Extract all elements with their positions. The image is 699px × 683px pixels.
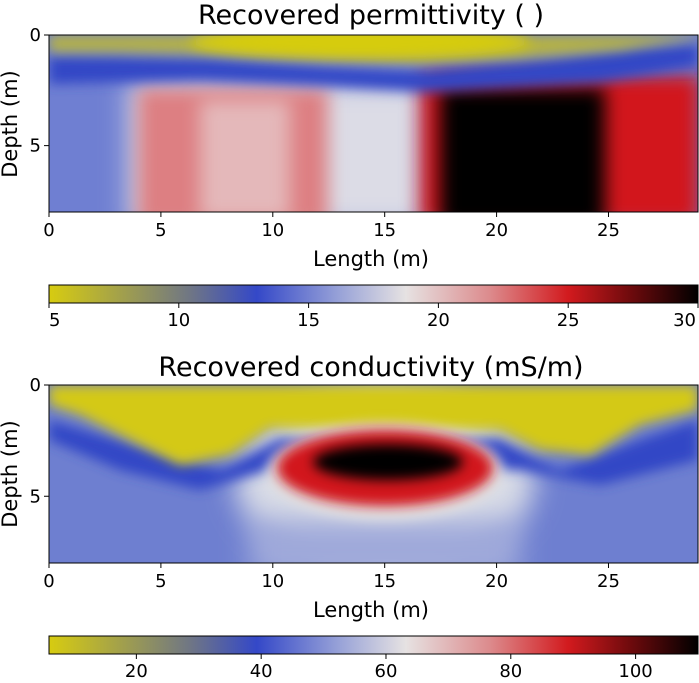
x-tick-label: 25	[597, 220, 620, 241]
y-axis-label: Depth (m)	[0, 420, 22, 527]
colorbar-tick-label: 60	[375, 661, 398, 682]
y-ticks: 05	[30, 25, 49, 157]
colorbar-tick-label: 20	[125, 661, 148, 682]
colorbar-tick-label: 15	[297, 310, 320, 331]
colorbar-tick-label: 30	[673, 310, 696, 331]
x-tick-label: 10	[261, 571, 284, 592]
plot-title: Recovered conductivity (mS/m)	[158, 352, 583, 383]
x-tick-label: 25	[597, 571, 620, 592]
y-tick-label: 0	[30, 25, 41, 46]
colorbar-tick-label: 20	[427, 310, 450, 331]
x-tick-label: 20	[485, 571, 508, 592]
colorbar-ticks: 5 10 15 20 25 30	[48, 303, 699, 331]
x-tick-label: 20	[485, 220, 508, 241]
colorbar-tick-label: 10	[167, 310, 190, 331]
colorbar-tick-label: 5	[49, 310, 60, 331]
y-tick-label: 5	[30, 486, 41, 507]
x-tick-label: 0	[43, 220, 54, 241]
heatmap-field	[49, 35, 698, 212]
x-tick-label: 15	[373, 571, 396, 592]
y-axis-label: Depth (m)	[0, 70, 22, 177]
x-tick-label: 10	[261, 220, 284, 241]
plot-frame	[48, 34, 699, 213]
y-tick-label: 0	[30, 375, 41, 396]
colorbar-tick-label: 80	[499, 661, 522, 682]
colorbar-tick-label: 40	[250, 661, 273, 682]
x-axis-label: Length (m)	[313, 247, 429, 271]
colorbar	[48, 635, 699, 655]
colorbar	[48, 284, 699, 304]
x-tick-label: 5	[155, 571, 166, 592]
plot-frame	[48, 384, 699, 564]
x-tick-label: 0	[43, 571, 54, 592]
x-tick-label: 15	[373, 220, 396, 241]
colorbar-tick-label: 100	[618, 661, 652, 682]
x-ticks: 0 5 10 15 20 25	[43, 563, 620, 592]
y-tick-label: 5	[30, 136, 41, 157]
x-axis-label: Length (m)	[313, 598, 429, 622]
y-ticks: 05	[30, 375, 49, 507]
colorbar-ticks: 20 40 60 80 100	[125, 654, 653, 682]
heatmap-field	[49, 385, 698, 563]
plot-title: Recovered permittivity ( )	[198, 0, 544, 31]
colorbar-tick-label: 25	[557, 310, 580, 331]
x-ticks: 0 5 10 15 20 25	[43, 212, 620, 241]
x-tick-label: 5	[155, 220, 166, 241]
